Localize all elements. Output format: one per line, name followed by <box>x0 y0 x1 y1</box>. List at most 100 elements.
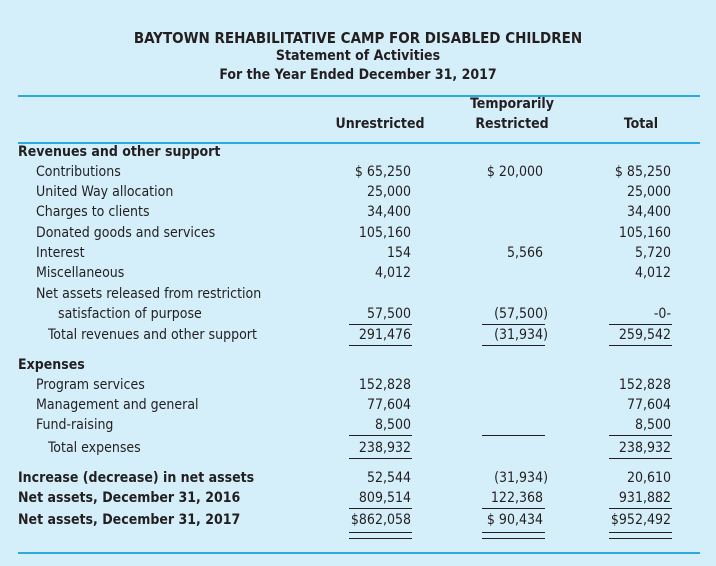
table-row: satisfaction of purpose 57,500 (57,500) -0- <box>0 304 716 325</box>
cell-temporarily-restricted: 122,368 <box>490 490 543 506</box>
row-label: Miscellaneous <box>36 265 125 281</box>
cell-temporarily-restricted: 5,566 <box>506 245 543 261</box>
underline <box>482 324 545 325</box>
row-label: Fund-raising <box>36 417 114 433</box>
cell-unrestricted: $ 65,250 <box>354 164 411 180</box>
double-underline <box>482 538 545 539</box>
row-label: Net assets, December 31, 2017 <box>18 512 241 528</box>
table-row: Net assets released from restriction <box>0 284 716 304</box>
underline <box>609 345 672 346</box>
double-underline <box>349 538 412 539</box>
column-header-restricted: Restricted <box>475 116 549 132</box>
statement-title: Statement of Activities <box>275 48 441 64</box>
cell-unrestricted: 57,500 <box>366 306 411 322</box>
table-row: Total revenues and other support 291,476 (… <box>0 325 716 346</box>
table-row: Net assets, December 31, 2016 809,514 122,… <box>0 488 716 509</box>
table-row: Charges to clients 34,400 34,400 <box>0 202 716 222</box>
cell-total: 238,932 <box>618 440 671 456</box>
underline <box>349 324 412 325</box>
cell-unrestricted: 105,160 <box>358 225 411 241</box>
underline <box>609 324 672 325</box>
table-row: Revenues and other support <box>0 142 716 162</box>
underline <box>349 435 412 436</box>
table-row: United Way allocation 25,000 25,000 <box>0 182 716 202</box>
header-rule <box>18 142 700 144</box>
row-label: Net assets released from restriction <box>36 286 262 302</box>
row-label: United Way allocation <box>36 184 174 200</box>
cell-unrestricted: 8,500 <box>374 417 411 433</box>
cell-total: 5,720 <box>634 245 671 261</box>
cell-unrestricted: 238,932 <box>358 440 411 456</box>
row-label: Revenues and other support <box>18 144 221 160</box>
cell-unrestricted: 34,400 <box>366 204 411 220</box>
table-row: Total expenses 238,932 238,932 <box>0 438 716 459</box>
cell-temporarily-restricted: $ 20,000 <box>486 164 543 180</box>
cell-unrestricted: 77,604 <box>366 397 411 413</box>
underline <box>609 435 672 436</box>
cell-total: 931,882 <box>618 490 671 506</box>
table-row: Net assets, December 31, 2017 $862,058 $ 9… <box>0 510 716 539</box>
table-row: Expenses <box>0 355 716 375</box>
underline <box>482 435 545 436</box>
row-label: Charges to clients <box>36 204 150 220</box>
cell-unrestricted: 52,544 <box>366 470 411 486</box>
row-label: Increase (decrease) in net assets <box>18 470 255 486</box>
statement-period: For the Year Ended December 31, 2017 <box>219 67 497 83</box>
row-label: Total revenues and other support <box>48 327 257 343</box>
cell-total: 259,542 <box>618 327 671 343</box>
cell-unrestricted: 291,476 <box>358 327 411 343</box>
row-label: Program services <box>36 377 145 393</box>
double-underline <box>349 532 412 533</box>
cell-total: 4,012 <box>634 265 671 281</box>
underline <box>349 345 412 346</box>
cell-total: $ 85,250 <box>614 164 671 180</box>
cell-total: 77,604 <box>626 397 671 413</box>
cell-total: $952,492 <box>610 512 671 528</box>
column-header-total: Total <box>623 116 659 132</box>
cell-temporarily-restricted: (31,934) <box>494 327 548 343</box>
table-row: Miscellaneous 4,012 4,012 <box>0 263 716 283</box>
cell-unrestricted: 4,012 <box>374 265 411 281</box>
table-row: Contributions $ 65,250 $ 20,000 $ 85,250 <box>0 162 716 182</box>
cell-temporarily-restricted: (31,934) <box>494 470 548 486</box>
cell-total: 20,610 <box>626 470 671 486</box>
cell-unrestricted: 154 <box>386 245 411 261</box>
row-label: satisfaction of purpose <box>58 306 202 322</box>
cell-unrestricted: $862,058 <box>350 512 411 528</box>
row-label: Donated goods and services <box>36 225 216 241</box>
cell-unrestricted: 25,000 <box>366 184 411 200</box>
row-label: Total expenses <box>48 440 141 456</box>
underline <box>609 458 672 459</box>
cell-temporarily-restricted: (57,500) <box>494 306 548 322</box>
double-underline <box>482 532 545 533</box>
cell-unrestricted: 152,828 <box>358 377 411 393</box>
cell-total: 8,500 <box>634 417 671 433</box>
row-label: Management and general <box>36 397 199 413</box>
underline <box>482 508 545 509</box>
cell-unrestricted: 809,514 <box>358 490 411 506</box>
underline <box>349 508 412 509</box>
row-label: Contributions <box>36 164 121 180</box>
top-rule <box>18 95 700 97</box>
table-row: Program services 152,828 152,828 <box>0 375 716 395</box>
row-label: Net assets, December 31, 2016 <box>18 490 241 506</box>
underline <box>609 508 672 509</box>
double-underline <box>609 532 672 533</box>
table-row: Management and general 77,604 77,604 <box>0 395 716 415</box>
cell-total: 34,400 <box>626 204 671 220</box>
cell-temporarily-restricted: $ 90,434 <box>486 512 543 528</box>
table-row: Fund-raising 8,500 8,500 <box>0 415 716 436</box>
row-label: Interest <box>36 245 85 261</box>
bottom-rule <box>18 552 700 554</box>
underline <box>482 345 545 346</box>
cell-total: 152,828 <box>618 377 671 393</box>
organization-name: BAYTOWN REHABILITATIVE CAMP FOR DISABLED… <box>133 29 583 47</box>
underline <box>349 458 412 459</box>
table-row: Donated goods and services 105,160 105,160 <box>0 223 716 243</box>
cell-total: 25,000 <box>626 184 671 200</box>
column-header-temporarily: Temporarily <box>470 96 554 112</box>
table-row: Increase (decrease) in net assets 52,544 (… <box>0 468 716 488</box>
column-header-unrestricted: Unrestricted <box>335 116 425 132</box>
table-row: Interest 154 5,566 5,720 <box>0 243 716 263</box>
row-label: Expenses <box>18 357 85 373</box>
